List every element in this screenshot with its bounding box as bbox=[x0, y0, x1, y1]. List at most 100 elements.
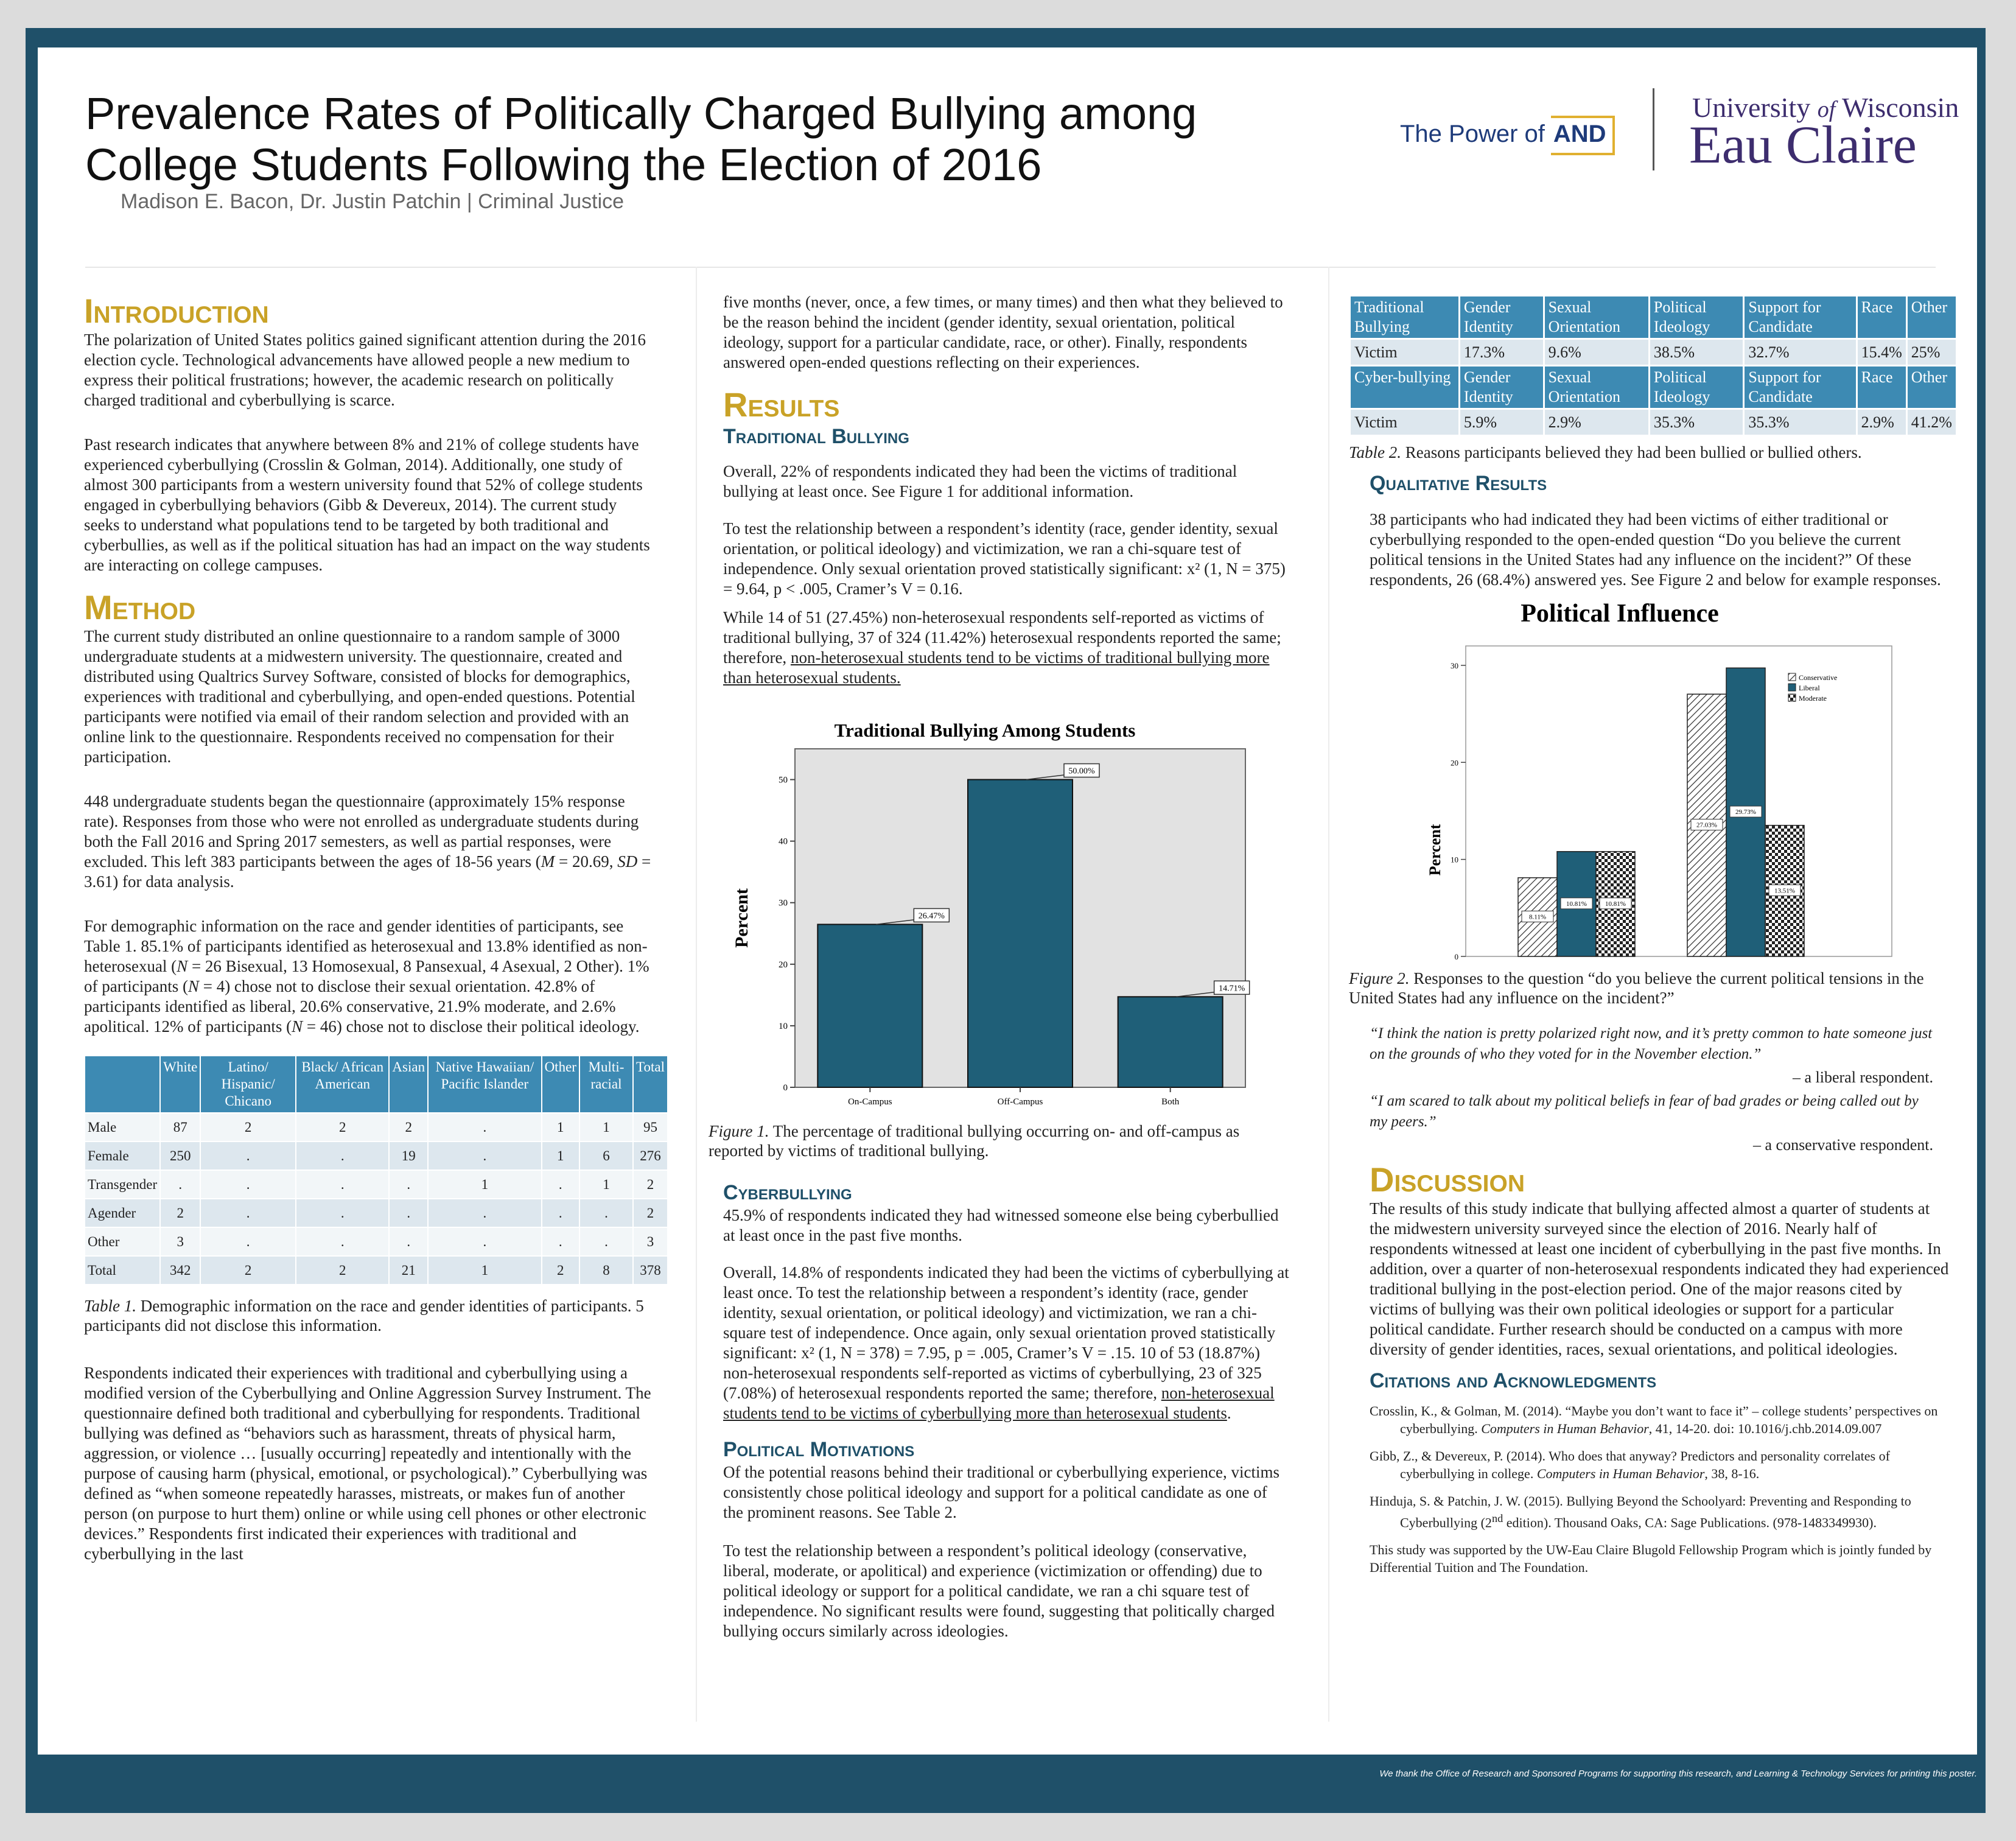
cyberbullying-heading: Cyberbullying bbox=[723, 1181, 852, 1204]
table-cell: . bbox=[295, 1198, 390, 1228]
table-cell: 3 bbox=[632, 1227, 668, 1257]
table-header-cell: Sexual Orientation bbox=[1542, 365, 1650, 410]
data-label: 26.47% bbox=[919, 911, 945, 920]
intro-heading: Introduction bbox=[84, 292, 269, 330]
chart-title: Traditional Bullying Among Students bbox=[835, 720, 1136, 741]
disc-p1: The results of this study indicate that … bbox=[1370, 1199, 1949, 1358]
table-header-cell: Gender Identity bbox=[1458, 365, 1545, 410]
citation-3: Hinduja, S. & Patchin, J. W. (2015). Bul… bbox=[1370, 1493, 1911, 1531]
quote-conservative: “I am scared to talk about my political … bbox=[1370, 1093, 1919, 1130]
table-cell: . bbox=[427, 1141, 542, 1171]
table-cell: 2.9% bbox=[1855, 408, 1908, 437]
cyber-p2: Overall, 14.8% of respondents indicated … bbox=[723, 1263, 1289, 1422]
data-label-box bbox=[1768, 884, 1801, 896]
table-header-cell: Support for Candidate bbox=[1743, 365, 1858, 410]
uw-logo-line2: Eau Claire bbox=[1689, 116, 1917, 175]
table-cell: . bbox=[200, 1169, 297, 1199]
pol-p1: Of the potential reasons behind their tr… bbox=[723, 1463, 1279, 1521]
table-header-cell: Black/ African American bbox=[295, 1055, 390, 1113]
table-header-cell: Sexual Orientation bbox=[1542, 295, 1650, 340]
column-1: Introduction The polarization of United … bbox=[83, 292, 668, 1581]
poster-title: Prevalence Rates of Politically Charged … bbox=[85, 88, 1197, 190]
data-label: 29.73% bbox=[1735, 808, 1756, 816]
column-divider bbox=[696, 267, 697, 1722]
logo-divider bbox=[1653, 88, 1654, 170]
table-cell: . bbox=[200, 1198, 297, 1228]
figure1-caption: Figure 1. The percentage of traditional … bbox=[709, 1122, 1240, 1160]
table-cell: 2 bbox=[632, 1198, 668, 1228]
table-header-cell: Asian bbox=[388, 1055, 429, 1113]
table-header-cell: Native Hawaiian/ Pacific Islander bbox=[427, 1055, 542, 1113]
table-cell: . bbox=[427, 1198, 542, 1228]
legend-label: Moderate bbox=[1799, 694, 1827, 703]
intro-p2: Past research indicates that anywhere be… bbox=[84, 435, 650, 574]
table-cell: 5.9% bbox=[1458, 408, 1545, 437]
table-cell: . bbox=[200, 1227, 297, 1257]
data-label-box bbox=[1690, 819, 1723, 831]
data-label-leader bbox=[1026, 774, 1067, 780]
x-axis-label: Location bbox=[985, 1112, 1055, 1114]
table-row: Female 250.. 19. 1 6 276 bbox=[83, 1141, 668, 1171]
data-label: 10.81% bbox=[1566, 900, 1587, 908]
table-cell: 38.5% bbox=[1648, 338, 1745, 366]
table-cell: . bbox=[388, 1169, 429, 1199]
table-cell: 1 bbox=[578, 1169, 634, 1199]
legend-swatch bbox=[1788, 683, 1796, 692]
data-label: 50.00% bbox=[1068, 767, 1095, 776]
table-header-cell: Other bbox=[1905, 365, 1958, 410]
table-cell: 1 bbox=[427, 1169, 542, 1199]
table-cell: 1 bbox=[541, 1112, 580, 1142]
data-label: 14.71% bbox=[1219, 984, 1245, 993]
table-cell: 2.9% bbox=[1542, 408, 1650, 437]
table-cell: 32.7% bbox=[1743, 338, 1858, 366]
citation-2: Gibb, Z., & Devereux, P. (2014). Who doe… bbox=[1370, 1448, 1890, 1481]
table-header-cell: Traditional Bullying bbox=[1349, 295, 1460, 340]
table-cell: . bbox=[578, 1227, 634, 1257]
figure2-caption: Figure 2. Responses to the question “do … bbox=[1349, 969, 1924, 1007]
table-cell: 1 bbox=[578, 1112, 634, 1142]
trad-p1: Overall, 22% of respondents indicated th… bbox=[723, 462, 1237, 500]
table-cell: 6 bbox=[578, 1141, 634, 1171]
method-p1: The current study distributed an online … bbox=[84, 627, 635, 766]
table2-caption: Table 2. Reasons participants believed t… bbox=[1349, 443, 1862, 461]
table-cell: . bbox=[541, 1227, 580, 1257]
table-header-cell: Race bbox=[1855, 365, 1908, 410]
data-label-box bbox=[1729, 805, 1762, 818]
y-tick-label: 20 bbox=[1451, 758, 1458, 767]
y-tick-label: 0 bbox=[1455, 952, 1459, 960]
table-cell: 2 bbox=[632, 1169, 668, 1199]
method-heading: Method bbox=[84, 588, 196, 626]
trad-p2: To test the relationship between a respo… bbox=[723, 519, 1286, 598]
method-p4: Respondents indicated their experiences … bbox=[84, 1364, 651, 1563]
table-cell: . bbox=[295, 1169, 390, 1199]
chart-title: Political Influence bbox=[1521, 600, 1718, 628]
table-cell: . bbox=[541, 1198, 580, 1228]
discussion-heading: Discussion bbox=[1370, 1160, 1525, 1199]
table-row: Agender 2...... 2 bbox=[83, 1198, 668, 1228]
table-cell: . bbox=[541, 1169, 580, 1199]
data-label-box bbox=[1213, 980, 1250, 995]
y-axis-label: Percent bbox=[732, 888, 752, 948]
table-cell: 2 bbox=[295, 1112, 390, 1142]
data-label-box bbox=[1521, 910, 1554, 922]
table-cell: . bbox=[159, 1169, 201, 1199]
legend-swatch bbox=[1788, 693, 1796, 702]
y-tick-label: 10 bbox=[1451, 855, 1458, 864]
political-motivations-heading: Political Motivations bbox=[723, 1438, 915, 1461]
table-cell: Total bbox=[83, 1255, 161, 1285]
legend-label: Liberal bbox=[1799, 684, 1820, 692]
y-tick-label: 40 bbox=[779, 837, 788, 847]
legend-swatch bbox=[1788, 673, 1796, 681]
authors: Madison E. Bacon, Dr. Justin Patchin | C… bbox=[121, 190, 625, 213]
table-cell: 1 bbox=[541, 1141, 580, 1171]
table-cell: Male bbox=[83, 1112, 161, 1142]
table-cell: 3 bbox=[159, 1227, 201, 1257]
power-of-and-logo: The Power of AND bbox=[1400, 116, 1615, 155]
data-label-leader bbox=[1176, 991, 1217, 998]
table-cell: 2 bbox=[200, 1255, 297, 1285]
table-cell: . bbox=[295, 1227, 390, 1257]
pol-p2: To test the relationship between a respo… bbox=[723, 1541, 1275, 1640]
y-tick-label: 30 bbox=[779, 899, 788, 908]
data-label-box bbox=[1599, 897, 1632, 910]
results-heading: Results bbox=[723, 385, 840, 424]
